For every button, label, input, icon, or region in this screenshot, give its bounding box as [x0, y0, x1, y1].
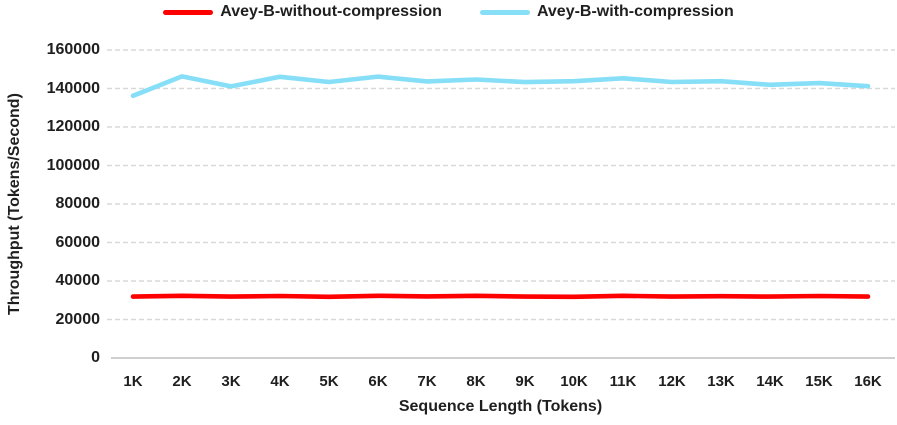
x-axis-title: Sequence Length (Tokens) [398, 398, 603, 415]
legend: Avey-B-without-compression Avey-B-with-c… [0, 3, 897, 21]
series-line-with-compression [130, 74, 871, 99]
x-tick-label: 6K [368, 373, 388, 390]
y-tick-label: 0 [91, 349, 100, 366]
legend-label-without-compression: Avey-B-without-compression [220, 3, 442, 20]
y-axis-title: Throughput (Tokens/Second) [6, 93, 23, 315]
x-tick-label: 8K [466, 373, 486, 390]
legend-label-with-compression: Avey-B-with-compression [536, 3, 734, 20]
y-tick-label: 140000 [46, 79, 100, 97]
x-tick-label: 3K [221, 373, 241, 390]
series-line-without-compression [130, 293, 871, 300]
y-tick-label: 160000 [46, 41, 100, 58]
legend-swatch-red [163, 9, 214, 15]
x-tick-label: 4K [270, 373, 290, 390]
y-tick-label: 20000 [55, 310, 101, 328]
y-tick-label: 40000 [55, 272, 101, 289]
x-tick-label: 1K [123, 373, 143, 390]
y-tick-label: 100000 [46, 156, 100, 174]
x-tick-label: 12K [658, 373, 686, 390]
x-tick-label: 2K [172, 373, 192, 390]
x-tick-label: 7K [417, 373, 437, 390]
y-tick-label: 60000 [55, 233, 101, 251]
legend-swatch-blue [479, 9, 530, 15]
y-tick-label: 80000 [55, 195, 101, 212]
x-tick-label: 9K [515, 373, 535, 390]
x-tick-label: 11K [609, 373, 637, 390]
legend-item-with-compression: Avey-B-with-compression [479, 3, 734, 21]
x-tick-label: 14K [756, 373, 784, 390]
legend-item-without-compression: Avey-B-without-compression [163, 3, 442, 21]
x-tick-label: 10K [560, 373, 588, 390]
x-tick-label: 5K [319, 373, 339, 390]
y-tick-label: 120000 [46, 118, 100, 135]
y-axis-ticks: 0 20000 40000 60000 80000 100000 120000 140000 1… [0, 0, 100, 425]
x-tick-label: 16K [854, 373, 882, 390]
x-tick-label: 13K [707, 373, 735, 390]
x-tick-label: 15K [805, 373, 833, 390]
